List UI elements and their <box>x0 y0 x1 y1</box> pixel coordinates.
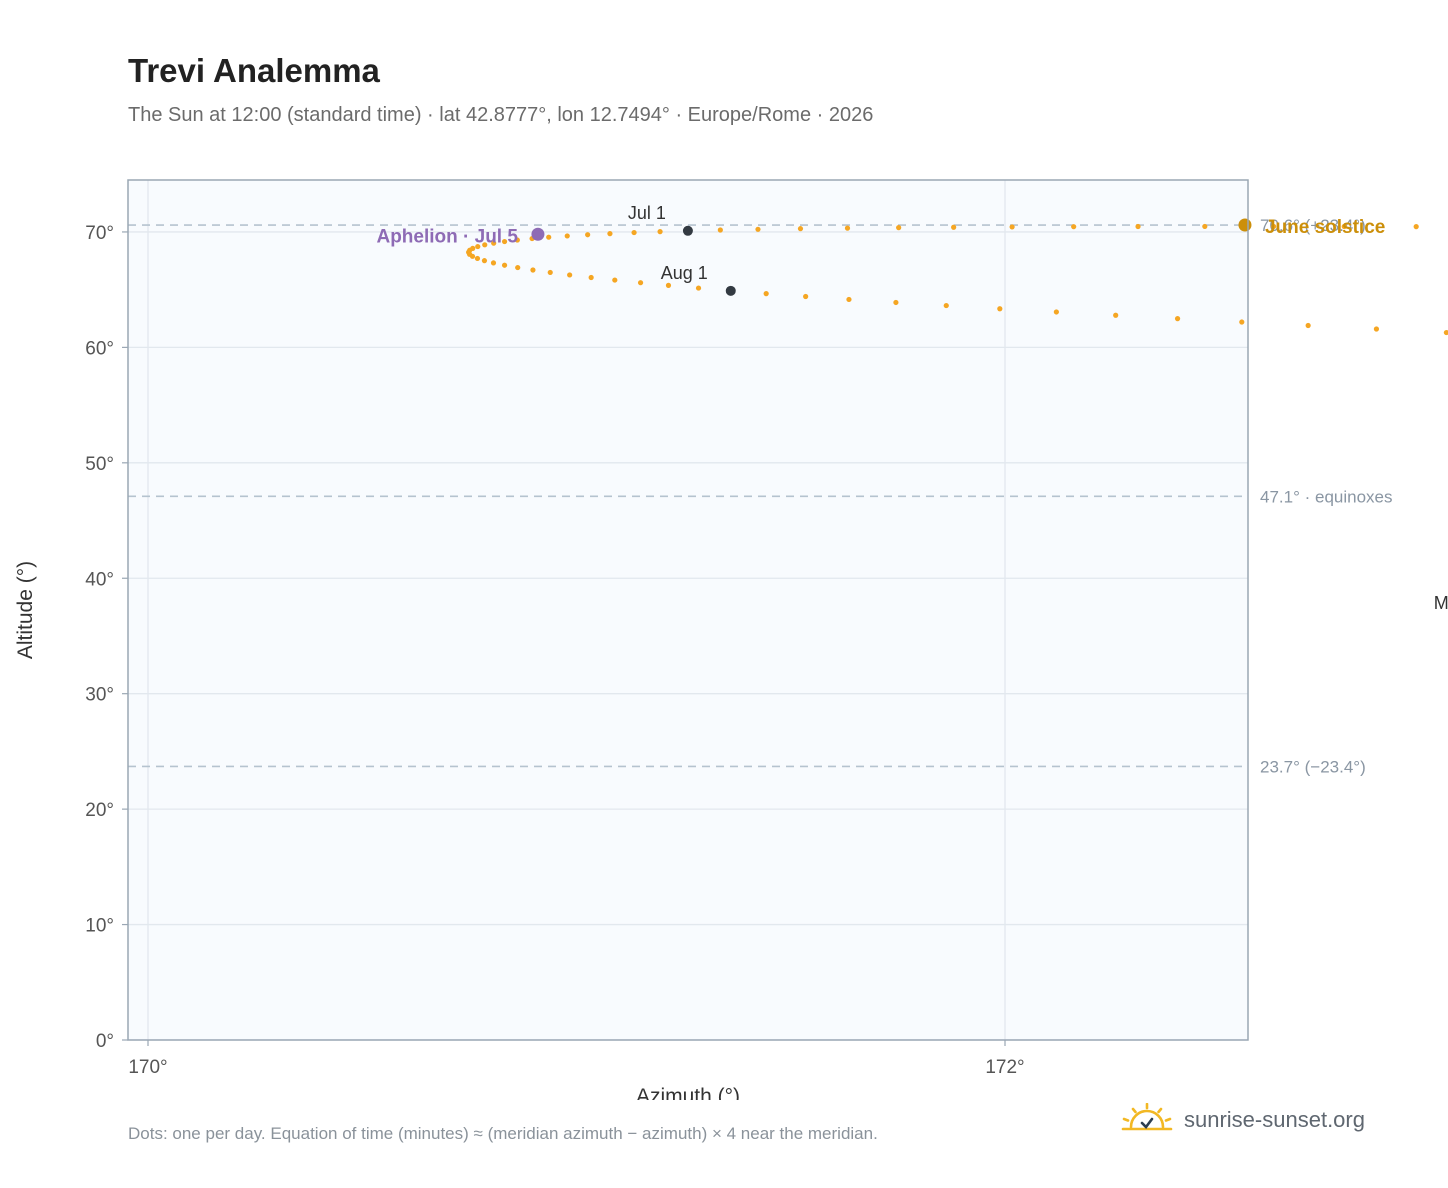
daily-dot <box>481 258 488 264</box>
daily-dot <box>1443 329 1448 336</box>
daily-dot <box>501 262 508 268</box>
y-tick-label: 30° <box>85 685 114 706</box>
daily-dot <box>695 285 702 291</box>
month-marker <box>682 225 693 236</box>
month-label: Jul 1 <box>628 203 666 223</box>
daily-dot <box>546 234 552 240</box>
grid <box>128 180 1248 1041</box>
daily-dot <box>951 224 957 230</box>
y-tick-label: 40° <box>85 569 114 590</box>
daily-dot <box>1373 326 1380 332</box>
x-tick-label: 172° <box>985 1057 1024 1078</box>
axis-ticks: 170°172°174°176°178°180°182°0°10°20°30°4… <box>85 223 1024 1078</box>
daily-dot <box>943 302 949 309</box>
daily-dot <box>1305 322 1311 329</box>
daily-dot <box>530 267 536 273</box>
daily-dot <box>755 226 761 232</box>
sun-logo-icon <box>1121 1103 1173 1131</box>
daily-dot <box>469 253 476 259</box>
y-tick-label: 50° <box>85 454 114 475</box>
daily-dot <box>803 293 809 300</box>
month-label: Mar 1 <box>1434 593 1448 613</box>
daily-dot <box>717 227 723 233</box>
daily-dot <box>1271 223 1277 230</box>
reference-label: 47.1° · equinoxes <box>1260 487 1393 506</box>
daily-dot <box>1071 224 1077 230</box>
daily-dot <box>612 277 618 283</box>
daily-dot <box>846 296 852 303</box>
x-tick-label: 170° <box>128 1057 167 1078</box>
chart-title: Trevi Analemma <box>128 52 380 89</box>
plot-area <box>128 180 1248 1040</box>
daily-dot <box>844 225 851 231</box>
y-tick-label: 10° <box>85 916 114 937</box>
daily-dot <box>997 306 1003 312</box>
reference-label: 70.6° (+23.4°) <box>1260 216 1366 235</box>
daily-dot <box>657 229 663 235</box>
reference-lines: South70.6° (+23.4°)47.1° · equinoxes23.7… <box>128 216 1393 776</box>
daily-dot <box>475 243 481 250</box>
daily-dot <box>564 233 570 239</box>
daily-dot <box>1113 312 1119 318</box>
daily-dot <box>1174 316 1181 322</box>
daily-dot <box>474 255 481 262</box>
plot-frame <box>127 179 1249 1041</box>
daily-dot <box>1341 223 1347 230</box>
footnote: Dots: one per day. Equation of time (min… <box>128 1124 878 1143</box>
daily-dot <box>1135 223 1141 230</box>
event-label: June solstice <box>1265 217 1385 238</box>
daily-dot <box>514 237 520 243</box>
daily-dot <box>491 240 497 246</box>
event-label: Aphelion · Jul 5 <box>376 226 518 247</box>
daily-dots <box>466 223 1448 336</box>
chart-subtitle: The Sun at 12:00 (standard time) · lat 4… <box>128 104 874 126</box>
brand-name: sunrise-sunset.org <box>1184 1107 1365 1132</box>
y-axis-label: Altitude (°) <box>14 561 37 659</box>
daily-dot <box>797 226 804 232</box>
daily-dot <box>588 274 594 281</box>
y-tick-label: 70° <box>85 223 114 244</box>
month-label: Aug 1 <box>661 263 708 283</box>
analemma-chart: South70.6° (+23.4°)47.1° · equinoxes23.7… <box>14 179 1448 1100</box>
daily-dot <box>1009 224 1015 230</box>
daily-dot <box>637 280 644 286</box>
brand[interactable]: sunrise-sunset.org <box>1120 1103 1365 1137</box>
daily-dot <box>607 231 613 237</box>
daily-dot <box>631 229 637 236</box>
event-marker <box>1238 218 1252 232</box>
daily-dot <box>1413 224 1419 230</box>
x-axis-label: Azimuth (°) <box>636 1085 740 1100</box>
daily-dot <box>1202 223 1208 230</box>
daily-dot <box>567 272 573 278</box>
daily-dot <box>896 225 902 231</box>
y-tick-label: 60° <box>85 338 114 359</box>
y-tick-label: 20° <box>85 800 114 821</box>
daily-dot <box>1053 309 1059 315</box>
month-marker <box>725 285 736 296</box>
daily-dot <box>585 232 591 238</box>
daily-dot <box>501 238 508 245</box>
daily-dot <box>763 291 769 297</box>
y-tick-label: 0° <box>96 1031 114 1052</box>
daily-dot <box>1239 319 1245 325</box>
daily-dot <box>482 242 488 248</box>
daily-dot <box>490 260 497 266</box>
daily-dot <box>547 269 553 276</box>
daily-dot <box>515 264 521 271</box>
reference-label: 23.7° (−23.4°) <box>1260 757 1366 776</box>
daily-dot <box>893 299 899 306</box>
daily-dot <box>665 282 672 288</box>
event-marker <box>531 227 545 241</box>
